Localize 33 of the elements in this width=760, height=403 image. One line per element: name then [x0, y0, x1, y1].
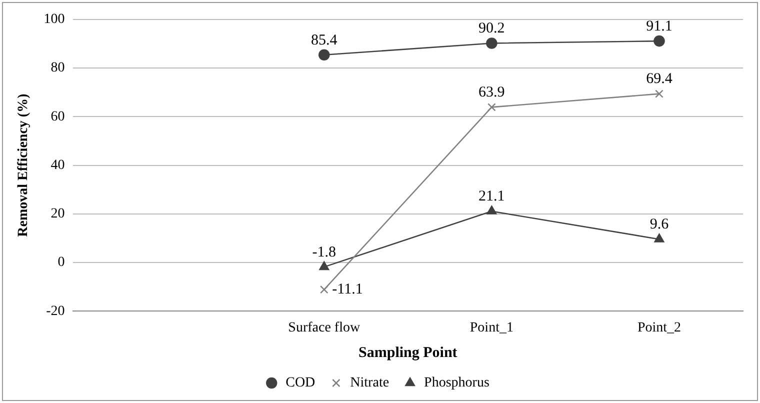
point [486, 38, 498, 49]
data-label: 69.4 [646, 71, 673, 88]
y-tick-label: 100 [44, 12, 65, 28]
data-label: 85.4 [311, 32, 338, 48]
point [655, 90, 664, 98]
y-tick-label: 0 [58, 255, 65, 270]
data-label: 9.6 [650, 216, 670, 233]
data-label: 90.2 [478, 20, 505, 37]
x-tick-label: Point_2 [637, 320, 682, 336]
y-axis-title: Removal Efficiency (%) [16, 93, 32, 237]
y-tick-label: 60 [50, 109, 65, 124]
x-tick-label: Surface flow [288, 320, 361, 336]
data-label: 21.1 [478, 188, 505, 205]
data-label: 63.9 [478, 84, 505, 101]
point [320, 285, 328, 294]
point [319, 261, 330, 270]
point [487, 103, 496, 112]
data-label: -11.1 [332, 281, 363, 298]
data-label: 91.1 [646, 18, 672, 34]
point [318, 49, 330, 61]
data-label: -1.8 [312, 244, 336, 260]
y-tick-label: 80 [50, 60, 65, 76]
point [486, 206, 497, 214]
point [654, 234, 664, 242]
legend-label: Phosphorus [424, 376, 490, 391]
point [654, 35, 665, 47]
legend-label: Nitrate [350, 376, 390, 391]
y-tick-label: 40 [50, 158, 65, 173]
x-tick-label: Point_1 [470, 320, 514, 336]
y-tick-label: 20 [50, 206, 65, 222]
y-tick-label: -20 [46, 304, 65, 319]
legend-label: COD [286, 376, 316, 391]
x-axis-title: Sampling Point [358, 344, 458, 361]
